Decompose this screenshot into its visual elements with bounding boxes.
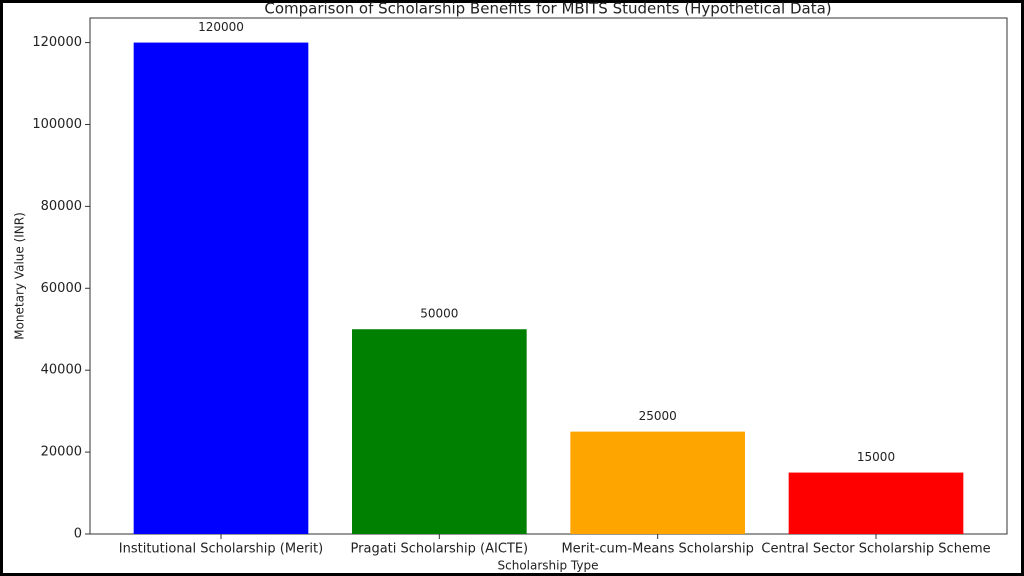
x-tick-label: Merit-cum-Means Scholarship	[561, 542, 753, 557]
x-tick-label: Institutional Scholarship (Merit)	[119, 542, 323, 557]
y-tick-label: 20000	[41, 445, 82, 460]
x-tick-label: Pragati Scholarship (AICTE)	[351, 542, 529, 557]
y-tick-label: 60000	[41, 281, 82, 296]
y-tick-label: 120000	[32, 35, 82, 50]
bar	[788, 472, 964, 534]
y-tick-label: 40000	[41, 363, 82, 378]
bar	[352, 329, 527, 534]
value-label: 25000	[639, 409, 677, 423]
y-axis-label: Monetary Value (INR)	[13, 212, 27, 340]
bar	[133, 42, 309, 534]
y-tick-label: 0	[74, 527, 82, 542]
y-tick-label: 100000	[32, 117, 82, 132]
value-label: 50000	[420, 307, 458, 321]
plot-area	[89, 17, 1008, 535]
x-axis-label: Scholarship Type	[498, 559, 599, 573]
value-label: 15000	[857, 450, 895, 464]
chart-title: Comparison of Scholarship Benefits for M…	[264, 0, 831, 18]
x-tick-label: Central Sector Scholarship Scheme	[761, 542, 990, 557]
value-label: 120000	[198, 20, 244, 34]
y-tick-label: 80000	[41, 199, 82, 214]
bar	[570, 431, 745, 534]
